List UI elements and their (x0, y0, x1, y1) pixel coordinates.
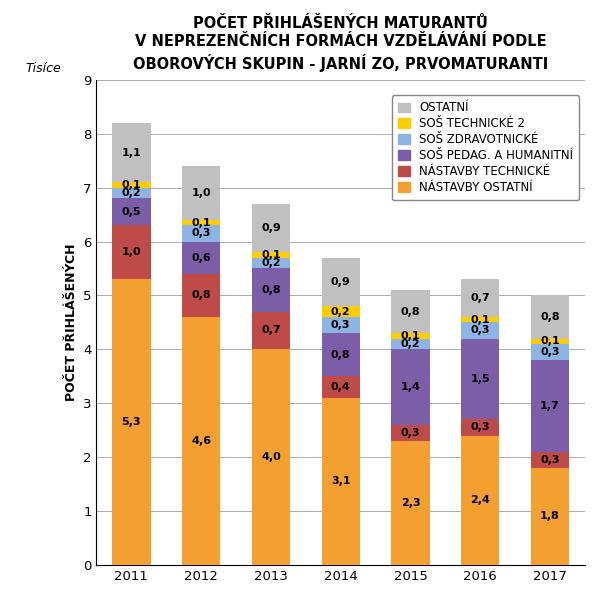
Bar (112, 188, 151, 198)
Bar (461, 317, 499, 322)
Bar (182, 317, 220, 565)
Bar (321, 398, 360, 565)
Text: 0,1: 0,1 (191, 217, 211, 228)
Text: 3,1: 3,1 (331, 476, 350, 486)
Text: 0,2: 0,2 (400, 339, 420, 349)
Bar (182, 166, 220, 220)
Text: 0,8: 0,8 (191, 290, 211, 300)
Text: 0,1: 0,1 (261, 250, 281, 260)
Text: 5,3: 5,3 (122, 417, 141, 427)
Text: 0,8: 0,8 (400, 306, 420, 317)
Bar (251, 268, 290, 311)
Bar (391, 290, 430, 333)
Text: 0,7: 0,7 (261, 325, 281, 335)
Text: 1,0: 1,0 (191, 188, 211, 198)
Text: 0,2: 0,2 (331, 306, 350, 317)
Bar (251, 349, 290, 565)
Text: Tisíce: Tisíce (26, 62, 62, 75)
Bar (251, 311, 290, 349)
Bar (182, 274, 220, 317)
Text: 0,6: 0,6 (191, 253, 211, 263)
Bar (391, 349, 430, 425)
Bar (531, 344, 569, 360)
Text: 1,5: 1,5 (470, 374, 490, 384)
Bar (112, 198, 151, 225)
Legend: OSTATNÍ, SOŠ TECHNICKÉ 2, SOŠ ZDRAVOTNICKÉ, SOŠ PEDAG. A HUMANITNÍ, NÁSTAVBY TEC: OSTATNÍ, SOŠ TECHNICKÉ 2, SOŠ ZDRAVOTNIC… (392, 95, 579, 200)
Bar (391, 425, 430, 441)
Bar (531, 360, 569, 452)
Text: 2,4: 2,4 (470, 495, 490, 505)
Bar (391, 333, 430, 338)
Text: 0,8: 0,8 (540, 312, 560, 322)
Bar (531, 295, 569, 338)
Bar (391, 338, 430, 349)
Bar (182, 241, 220, 274)
Bar (391, 441, 430, 565)
Bar (112, 225, 151, 279)
Text: 1,1: 1,1 (121, 147, 141, 158)
Text: 0,4: 0,4 (331, 382, 350, 392)
Bar (531, 452, 569, 468)
Text: 0,2: 0,2 (122, 188, 141, 198)
Bar (531, 468, 569, 565)
Text: 0,1: 0,1 (122, 180, 141, 190)
Text: 0,3: 0,3 (470, 325, 490, 335)
Text: 0,3: 0,3 (401, 428, 420, 438)
Text: 0,8: 0,8 (261, 285, 281, 295)
Text: 0,2: 0,2 (261, 258, 281, 268)
Text: 1,4: 1,4 (400, 382, 420, 392)
Bar (251, 258, 290, 268)
Text: 1,0: 1,0 (122, 247, 141, 257)
Text: 0,1: 0,1 (400, 331, 420, 341)
Bar (112, 279, 151, 565)
Text: 0,3: 0,3 (191, 228, 211, 238)
Bar (321, 306, 360, 317)
Text: 0,1: 0,1 (540, 336, 560, 346)
Text: 0,9: 0,9 (331, 277, 350, 287)
Text: 0,3: 0,3 (331, 320, 350, 330)
Bar (251, 252, 290, 258)
Text: 0,3: 0,3 (470, 422, 490, 432)
Text: 4,6: 4,6 (191, 436, 211, 446)
Y-axis label: POČET PŘIHLÁŠENÝCH: POČET PŘIHLÁŠENÝCH (65, 244, 78, 401)
Text: 4,0: 4,0 (261, 452, 281, 462)
Text: 0,1: 0,1 (470, 314, 490, 325)
Text: 0,3: 0,3 (540, 455, 560, 465)
Bar (112, 123, 151, 182)
Bar (182, 220, 220, 225)
Bar (461, 435, 499, 565)
Bar (461, 279, 499, 317)
Text: 0,5: 0,5 (122, 207, 141, 217)
Text: 0,7: 0,7 (470, 293, 490, 303)
Bar (461, 419, 499, 435)
Bar (321, 317, 360, 333)
Bar (321, 376, 360, 398)
Title: POČET PŘIHLÁŠENÝCH MATURANTŮ
V NEPREZENČNÍCH FORMÁCH VZDĚLÁVÁNÍ PODLE
OBOROVÝCH : POČET PŘIHLÁŠENÝCH MATURANTŮ V NEPREZENČ… (133, 15, 548, 72)
Bar (182, 225, 220, 241)
Text: 0,8: 0,8 (331, 350, 350, 360)
Text: 1,7: 1,7 (540, 401, 560, 411)
Text: 0,3: 0,3 (540, 347, 560, 357)
Text: 1,8: 1,8 (540, 511, 560, 521)
Text: 2,3: 2,3 (400, 498, 420, 508)
Bar (531, 338, 569, 344)
Bar (461, 322, 499, 338)
Bar (251, 204, 290, 252)
Text: 0,9: 0,9 (261, 223, 281, 233)
Bar (461, 338, 499, 419)
Bar (321, 333, 360, 376)
Bar (112, 182, 151, 188)
Bar (321, 258, 360, 306)
